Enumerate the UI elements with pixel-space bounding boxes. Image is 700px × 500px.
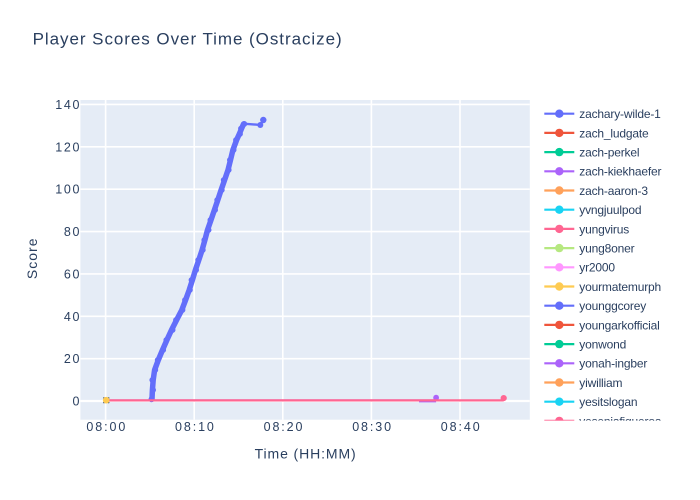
svg-text:60: 60	[64, 267, 81, 281]
svg-text:zachary-wilde-1: zachary-wilde-1	[579, 107, 661, 121]
svg-text:yiwilliam: yiwilliam	[579, 376, 622, 390]
svg-text:yourmatemurph: yourmatemurph	[579, 280, 661, 294]
svg-text:yr2000: yr2000	[579, 261, 615, 275]
svg-text:zach-perkel: zach-perkel	[579, 146, 639, 160]
svg-text:younggcorey: younggcorey	[579, 299, 646, 313]
svg-text:Player Scores Over Time (Ostra: Player Scores Over Time (Ostracize)	[33, 29, 343, 48]
svg-text:40: 40	[64, 310, 81, 324]
svg-text:140: 140	[55, 98, 81, 112]
svg-text:100: 100	[55, 183, 81, 197]
svg-text:yungvirus: yungvirus	[579, 222, 629, 236]
svg-text:80: 80	[64, 225, 81, 239]
svg-text:08:00: 08:00	[86, 420, 127, 434]
svg-text:yesitslogan: yesitslogan	[579, 395, 637, 409]
svg-text:zach-kiekhaefer: zach-kiekhaefer	[579, 165, 661, 179]
svg-text:yonah-ingber: yonah-ingber	[579, 357, 647, 371]
svg-text:yeseniafigueroa: yeseniafigueroa	[579, 414, 662, 428]
svg-text:zach_ludgate: zach_ludgate	[579, 126, 649, 140]
svg-text:yung8oner: yung8oner	[579, 242, 634, 256]
svg-text:08:20: 08:20	[264, 420, 305, 434]
svg-text:08:40: 08:40	[441, 420, 482, 434]
svg-text:youngarkofficial: youngarkofficial	[579, 318, 659, 332]
svg-text:20: 20	[64, 352, 81, 366]
svg-text:120: 120	[55, 140, 81, 154]
svg-text:08:10: 08:10	[175, 420, 216, 434]
svg-text:yvngjuulpod: yvngjuulpod	[579, 203, 641, 217]
svg-text:Score: Score	[24, 238, 40, 280]
svg-text:yonwond: yonwond	[579, 338, 626, 352]
svg-text:0: 0	[73, 395, 82, 409]
svg-text:Time (HH:MM): Time (HH:MM)	[255, 446, 357, 462]
svg-text:zach-aaron-3: zach-aaron-3	[579, 184, 648, 198]
svg-text:08:30: 08:30	[352, 420, 393, 434]
